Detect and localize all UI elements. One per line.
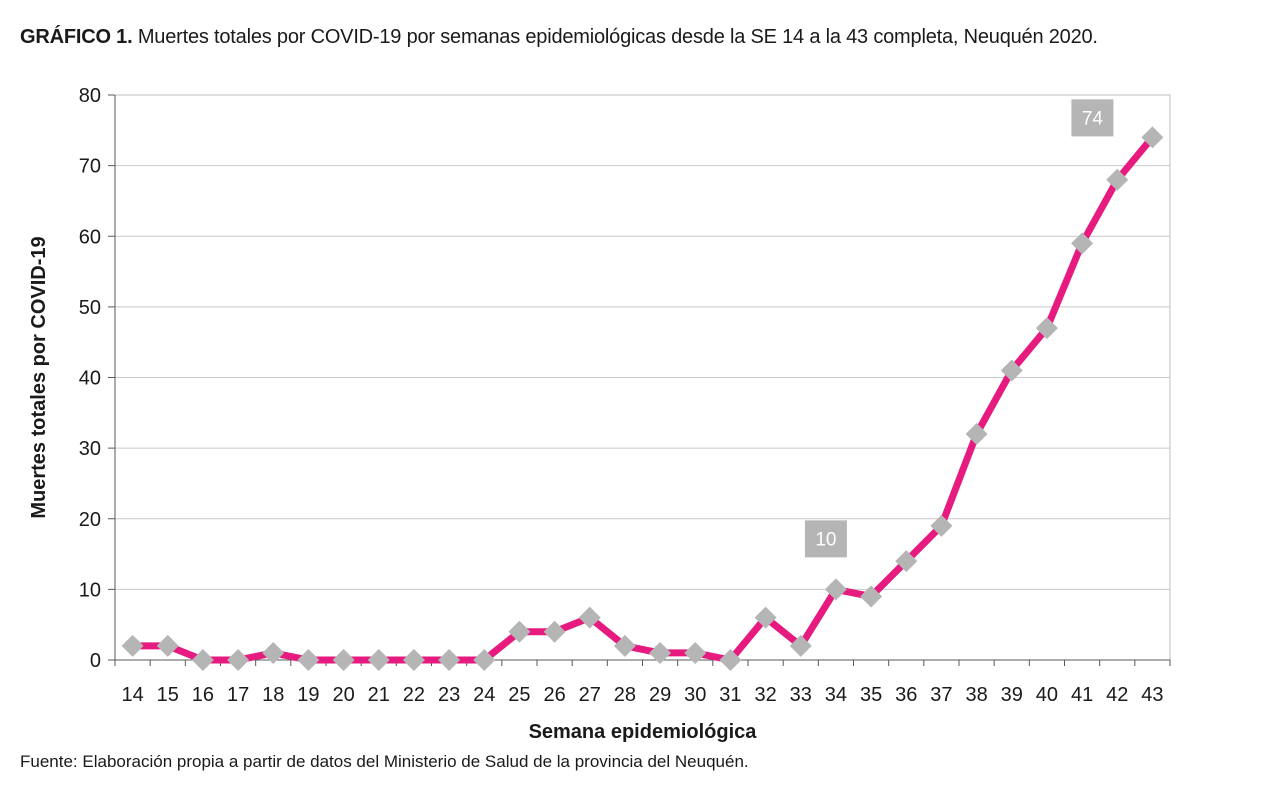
y-tick-label: 60 [79, 226, 101, 248]
data-label-text: 10 [815, 529, 836, 550]
marker-diamond [649, 641, 672, 664]
y-tick-label: 20 [79, 509, 101, 531]
marker-diamond [438, 649, 461, 671]
x-tick-label: 18 [262, 684, 284, 706]
data-label-box [1071, 99, 1114, 137]
chart-title-label: GRÁFICO 1. [20, 26, 133, 48]
x-tick-label: 27 [579, 684, 601, 706]
marker-diamond [789, 634, 812, 657]
x-tick-label: 20 [332, 684, 354, 706]
marker-diamond [860, 585, 883, 608]
x-tick-label: 34 [825, 684, 847, 706]
marker-diamond [824, 578, 847, 601]
x-tick-label: 42 [1106, 684, 1128, 706]
x-tick-label: 16 [192, 684, 214, 706]
x-tick-label: 39 [1001, 684, 1023, 706]
marker-diamond [367, 649, 390, 671]
marker-diamond [613, 634, 636, 657]
x-tick-label: 36 [895, 684, 917, 706]
x-tick-label: 15 [157, 684, 179, 706]
marker-diamond [156, 634, 179, 657]
marker-diamond [473, 649, 496, 671]
y-axis-title: Muertes totales por COVID-19 [28, 236, 50, 518]
x-tick-label: 35 [860, 684, 882, 706]
marker-diamond [1071, 232, 1094, 255]
marker-diamond [1106, 168, 1129, 191]
x-tick-label: 33 [790, 684, 812, 706]
data-line [129, 133, 1156, 664]
x-tick-label: 31 [719, 684, 741, 706]
marker-diamond [578, 606, 601, 629]
marker-diamond [965, 423, 988, 445]
marker-diamond [402, 649, 425, 671]
marker-diamond [1035, 317, 1058, 340]
x-tick-label: 43 [1141, 684, 1163, 706]
marker-diamond [332, 649, 355, 671]
marker-diamond [297, 649, 320, 671]
y-tick-label: 80 [79, 85, 101, 107]
marker-diamond [754, 606, 777, 629]
x-axis-title: Semana epidemiológica [529, 721, 758, 743]
data-label: 10 [804, 520, 847, 558]
y-tick-label: 10 [79, 579, 101, 601]
marker-diamond [1000, 359, 1023, 382]
x-tick-label: 41 [1071, 684, 1093, 706]
marker-diamond [930, 514, 953, 537]
x-tick-label: 30 [684, 684, 706, 706]
x-tick-label: 17 [227, 684, 249, 706]
data-label: 74 [1071, 99, 1114, 137]
x-tick-label: 19 [297, 684, 319, 706]
marker-diamond [719, 649, 742, 671]
x-tick-label: 25 [508, 684, 530, 706]
marker-diamond [1141, 126, 1164, 149]
marker-diamond [191, 649, 214, 671]
marker-diamond [262, 641, 285, 664]
source-text: Fuente: Elaboración propia a partir de d… [20, 752, 749, 771]
y-tick-label: 30 [79, 438, 101, 460]
x-tick-label: 40 [1036, 684, 1058, 706]
y-tick-label: 40 [79, 368, 101, 390]
x-tick-label: 32 [754, 684, 776, 706]
marker-diamond [121, 634, 144, 657]
data-label-box [804, 520, 847, 558]
marker-diamond [227, 649, 250, 671]
chart-title: GRÁFICO 1. Muertes totales por COVID-19 … [20, 26, 1098, 49]
marker-diamond [684, 641, 707, 664]
x-tick-label: 14 [121, 684, 143, 706]
data-label-text: 74 [1082, 108, 1104, 129]
y-tick-label: 50 [79, 297, 101, 319]
x-tick-label: 22 [403, 684, 425, 706]
x-tick-label: 28 [614, 684, 636, 706]
marker-diamond [508, 620, 531, 643]
x-tick-label: 37 [930, 684, 952, 706]
x-tick-label: 21 [368, 684, 390, 706]
x-tick-label: 26 [543, 684, 565, 706]
x-tick-label: 38 [965, 684, 987, 706]
x-tick-label: 24 [473, 684, 495, 706]
marker-diamond [543, 620, 566, 643]
y-tick-label: 0 [90, 650, 101, 672]
x-tick-label: 23 [438, 684, 460, 706]
marker-diamond [895, 550, 918, 573]
y-tick-label: 70 [79, 156, 101, 178]
x-tick-label: 29 [649, 684, 671, 706]
chart-title-text: Muertes totales por COVID-19 por semanas… [132, 26, 1098, 48]
